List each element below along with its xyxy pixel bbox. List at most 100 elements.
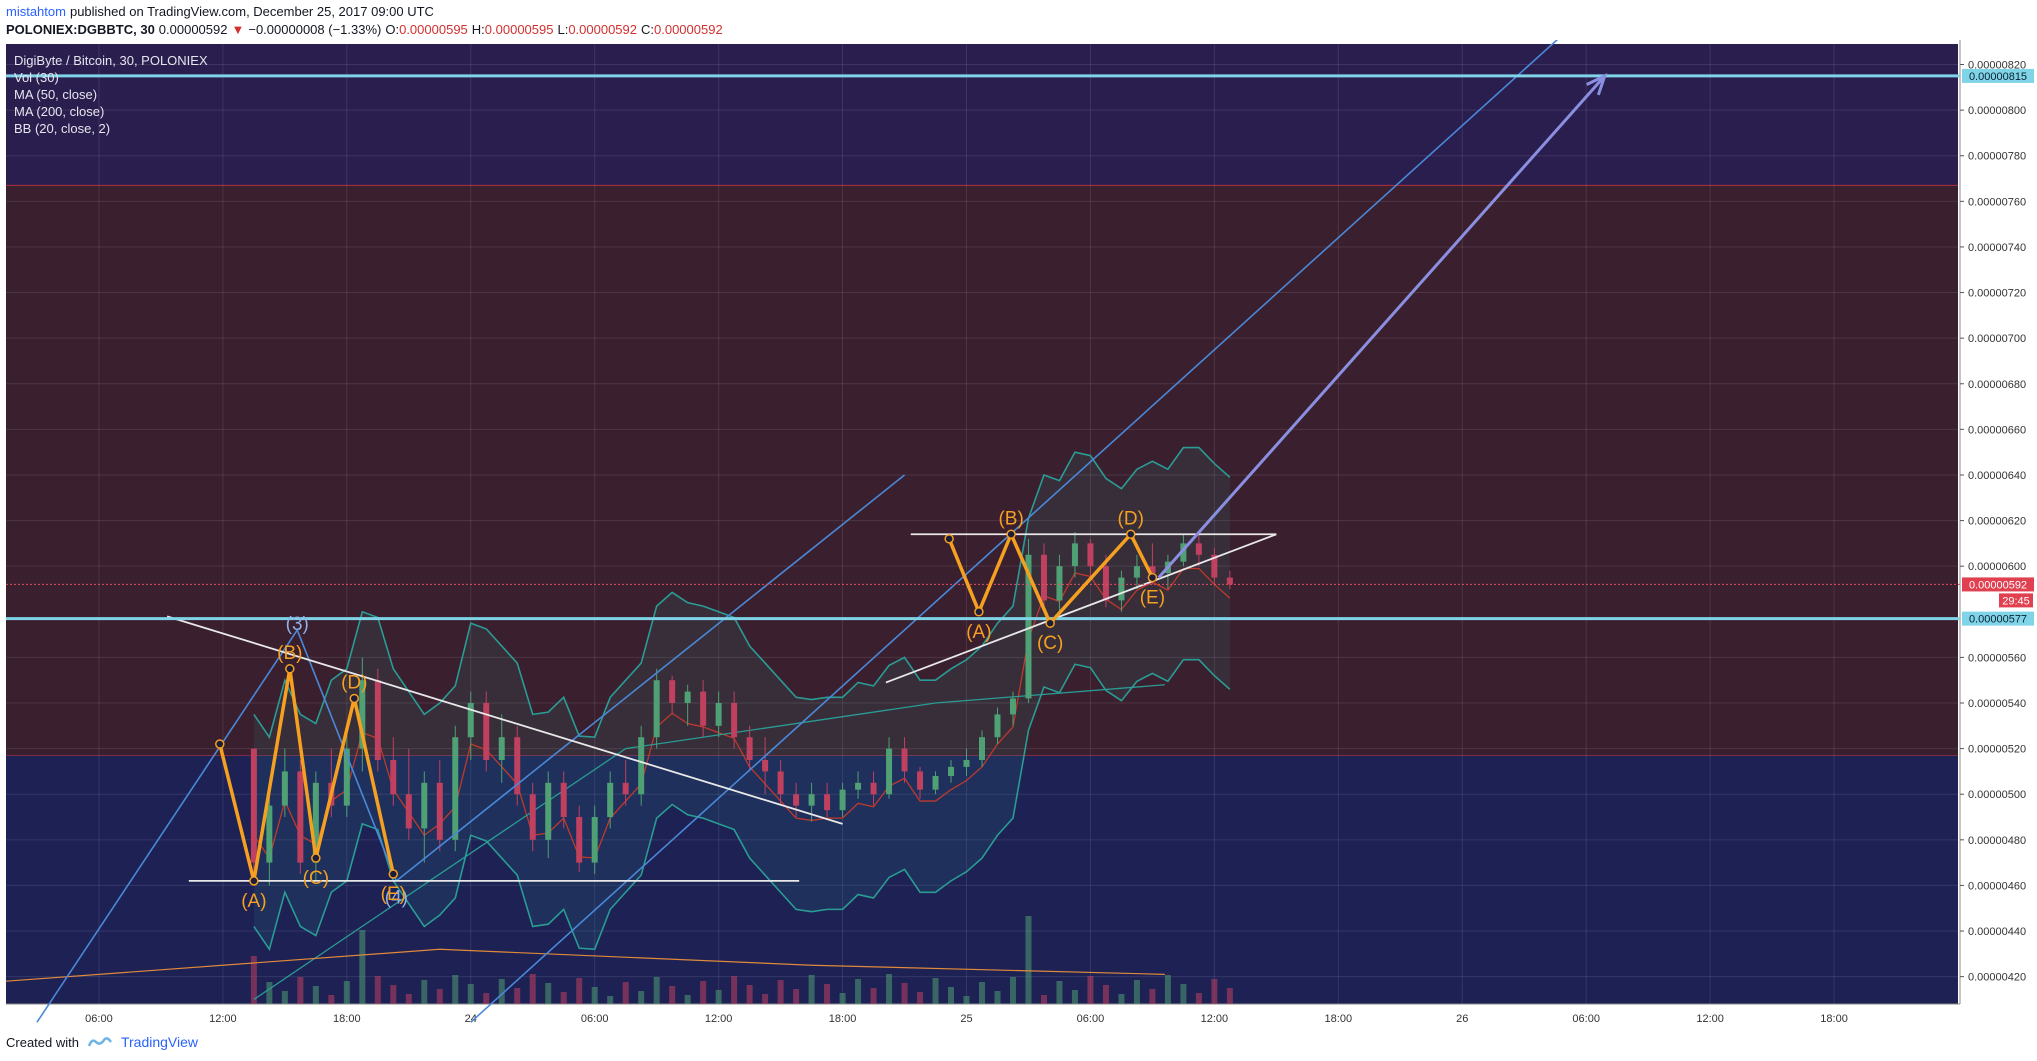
legend-title: DigiByte / Bitcoin, 30, POLONIEX <box>14 53 208 68</box>
candle-body <box>839 789 846 811</box>
pattern-left-label: (B) <box>277 643 302 664</box>
arrow-head-icon <box>1586 73 1608 96</box>
candle-body <box>731 703 738 738</box>
candle-body <box>1133 566 1140 578</box>
price-chart[interactable]: 0.00000820 0.00000800 0.00000780 0.00000760… <box>0 40 2037 1030</box>
time-tick-label: 12:00 <box>1201 1013 1229 1025</box>
volume-bar <box>1195 993 1202 1004</box>
grid <box>6 44 1958 1004</box>
last-price: 0.00000592 <box>158 22 228 37</box>
pattern-right-label: (D) <box>1118 508 1144 529</box>
candle-body <box>343 748 350 806</box>
price-axis-ticks: 0.00000820 0.00000800 0.00000780 0.00000760… <box>1960 60 2026 984</box>
candle-body <box>901 748 908 772</box>
pattern-left-label: (E) <box>381 884 406 905</box>
ma50-line <box>253 567 1231 860</box>
price-tick-label: 0.00000480 <box>1968 835 2026 847</box>
pattern-right-node <box>1006 529 1016 540</box>
volume-bar <box>622 982 629 1004</box>
candle-body <box>560 782 567 818</box>
open-label: O: <box>385 22 400 37</box>
descending-trendline <box>166 615 843 825</box>
volume-bar <box>762 994 769 1004</box>
price-tick-label: 0.00000660 <box>1968 424 2026 436</box>
legend-vol[interactable]: Vol (30) <box>14 70 59 85</box>
volume-bar <box>359 930 366 1004</box>
volume-bar <box>607 996 614 1004</box>
volume-bar <box>839 993 846 1004</box>
time-tick-label: 06:00 <box>1572 1013 1600 1025</box>
candle-body <box>870 782 877 795</box>
price-tick-label: 0.00000620 <box>1968 516 2026 528</box>
published-text: published on TradingView.com, December 2… <box>69 4 434 19</box>
candle-body <box>1102 566 1109 601</box>
candle-body <box>824 794 831 811</box>
candle-body <box>979 737 985 761</box>
open-value: 0.00000595 <box>399 22 468 37</box>
time-tick-label: 06:00 <box>581 1013 609 1025</box>
candle-body <box>359 680 366 749</box>
time-tick-label: 06:00 <box>1077 1013 1105 1025</box>
volume-bar <box>669 986 676 1004</box>
bollinger-upper <box>253 446 1231 740</box>
candle-body <box>529 794 536 840</box>
candle-body <box>266 805 273 863</box>
candle-body <box>436 782 443 840</box>
ohlc-line: POLONIEX:DGBBTC, 30 0.00000592 ▼ −0.0000… <box>6 21 2026 39</box>
pattern-left-node <box>285 664 295 674</box>
pattern-left-node <box>311 853 321 863</box>
volume-bar <box>824 984 831 1004</box>
volume-bar <box>731 976 738 1004</box>
candle-body <box>762 760 769 772</box>
volume-bar <box>901 983 908 1004</box>
volume-bar <box>514 988 521 1004</box>
candle-body <box>1056 566 1063 601</box>
volume-bar <box>1149 989 1156 1004</box>
pattern-right-label: (B) <box>998 508 1023 529</box>
price-tick-label: 0.00000800 <box>1968 105 2026 117</box>
volume-bar <box>886 974 893 1004</box>
pattern-right-label: (E) <box>1140 588 1165 609</box>
volume-bar <box>1118 994 1125 1004</box>
candle-body <box>390 760 397 795</box>
candle-body <box>1071 543 1078 567</box>
legend-ma200[interactable]: MA (200, close) <box>14 104 105 119</box>
pattern-right-path <box>947 532 1154 625</box>
legend-ma50[interactable]: MA (50, close) <box>14 87 98 102</box>
bollinger-band-fill <box>253 447 1230 950</box>
candle-body <box>1226 577 1233 585</box>
pattern-right-label: (A) <box>966 622 991 643</box>
volume-bar <box>979 982 985 1004</box>
candle-body <box>653 680 660 738</box>
candle-body <box>994 714 1001 738</box>
price-tick-label: 0.00000720 <box>1968 288 2026 300</box>
volume-bar <box>390 985 397 1004</box>
candle-body <box>498 737 505 761</box>
candle-body <box>808 794 815 806</box>
pattern-left-label: (D) <box>341 672 367 693</box>
candle-body <box>1180 543 1187 562</box>
time-tick-label: 12:00 <box>209 1013 237 1025</box>
volume-bar <box>777 980 784 1004</box>
legend-bb[interactable]: BB (20, close, 2) <box>14 121 111 136</box>
author-link[interactable]: mistahtom <box>6 4 66 19</box>
volume-bar <box>870 988 877 1004</box>
pattern-right-node <box>1147 572 1158 583</box>
pattern-right: (A) (B) (C) (D) (E) <box>944 508 1165 654</box>
volume-bar <box>421 980 428 1004</box>
price-tick-label: 0.00000640 <box>1968 470 2026 482</box>
candle-body <box>576 817 583 863</box>
volume-ma-line <box>5 948 1165 982</box>
rising-support-line <box>885 533 1277 684</box>
indicator-legend: DigiByte / Bitcoin, 30, POLONIEX Vol (30… <box>14 52 208 137</box>
tradingview-brand-link[interactable]: TradingView <box>120 1034 199 1050</box>
volume-bar <box>653 977 660 1004</box>
price-tag-bg <box>1962 577 2034 592</box>
candle-body <box>932 775 939 790</box>
volume-bar <box>436 989 443 1004</box>
candle-body <box>638 737 645 795</box>
candle-body <box>281 771 288 806</box>
pattern-left-node <box>249 876 259 886</box>
candle-body <box>917 771 924 790</box>
pattern-left-node <box>215 739 225 749</box>
